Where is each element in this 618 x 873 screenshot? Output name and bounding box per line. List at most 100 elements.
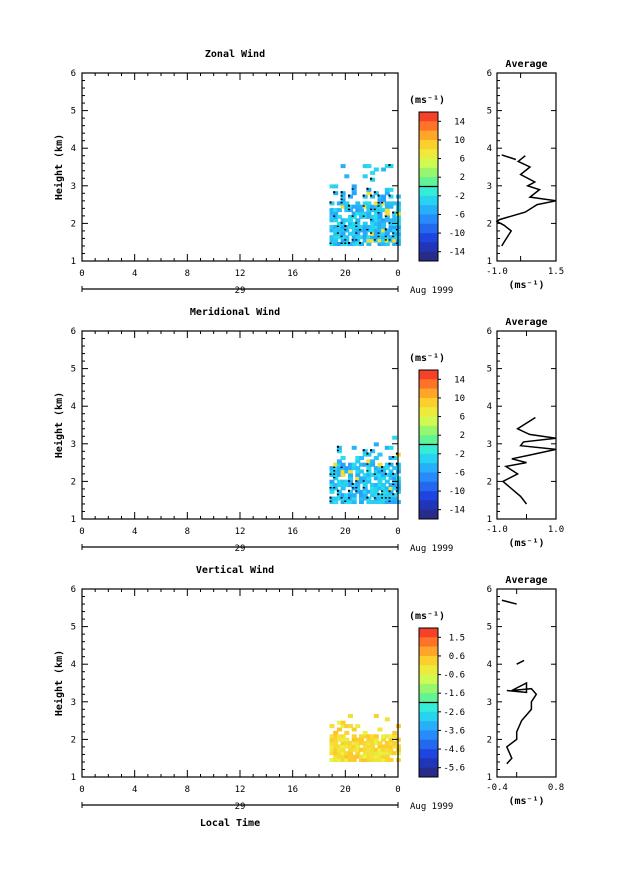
heatmap-cell [348, 218, 353, 223]
colorbar-segment [419, 481, 438, 492]
heatmap-cell [359, 211, 364, 216]
heatmap-cell [359, 476, 364, 481]
average-y-tick-label: 5 [487, 365, 492, 375]
heatmap-cell [366, 191, 372, 196]
heatmap-cell [355, 231, 361, 236]
heatmap-cell [359, 489, 364, 494]
heatmap-cell [359, 737, 364, 742]
heatmap-cell [377, 744, 383, 749]
heatmap-cell [362, 734, 368, 739]
heatmap-cell [333, 744, 339, 749]
colorbar-segment [419, 177, 438, 187]
heatmap-cell [384, 741, 390, 745]
heatmap-cell [340, 493, 346, 498]
y-tick-label: 5 [71, 365, 76, 375]
contour-dot [388, 500, 391, 502]
average-x-tick-label: -1.0 [486, 525, 508, 535]
heatmap-cell [373, 483, 379, 487]
heatmap-cell [366, 225, 372, 229]
date-day-label: 29 [235, 544, 246, 554]
heatmap-cell [329, 724, 335, 729]
average-x-tick-label: 1.5 [548, 267, 564, 277]
y-tick-label: 6 [71, 69, 76, 79]
contour-dot [340, 466, 343, 469]
heatmap-cell [362, 754, 368, 759]
colorbar-segment [419, 509, 438, 520]
heatmap-cell [340, 462, 346, 467]
heatmap-cell [362, 496, 368, 501]
contour-dot [362, 479, 365, 482]
heatmap-cell [373, 496, 379, 501]
contour-dot [392, 472, 395, 475]
heatmap-cell [344, 737, 350, 742]
heatmap-cell [351, 228, 357, 233]
heatmap-cell [377, 211, 383, 216]
heatmap-cell [388, 737, 394, 742]
heatmap-cell [340, 242, 346, 246]
heatmap-cell [348, 208, 353, 213]
x-tick-label: 0 [395, 785, 400, 795]
heatmap-cell [329, 734, 335, 739]
heatmap-cell [388, 221, 394, 226]
heatmap-cell [366, 208, 372, 213]
average-y-tick-label: 4 [487, 144, 492, 154]
heatmap-cell [344, 466, 350, 471]
contour-dot [333, 214, 336, 217]
x-tick-label: 8 [185, 785, 190, 795]
date-label: Aug 1999 [410, 544, 453, 554]
heatmap-cell [351, 747, 357, 752]
heatmap-cell [388, 500, 394, 504]
heatmap-cell [392, 435, 398, 440]
heatmap-cell [329, 758, 335, 762]
colorbar-segment [419, 158, 438, 169]
contour-dot [348, 194, 350, 197]
heatmap-cell [377, 201, 383, 206]
heatmap-cell [384, 747, 390, 752]
heatmap-cell [348, 476, 353, 481]
contour-dot [377, 211, 380, 214]
y-tick-label: 1 [71, 257, 76, 267]
heatmap-cell [333, 741, 339, 745]
heatmap-cell [366, 469, 372, 474]
colorbar-segment [419, 646, 438, 657]
contour-dot [384, 496, 387, 499]
x-tick-label: 8 [185, 269, 190, 279]
average-profile-line [501, 416, 557, 505]
contour-dot [359, 242, 361, 244]
heatmap-cell [362, 214, 368, 219]
contour-dot [340, 201, 343, 204]
heatmap-cells [329, 164, 401, 246]
panel-title: Meridional Wind [190, 306, 280, 318]
heatmap-cell [377, 493, 383, 498]
colorbar-label: 10 [454, 394, 465, 404]
heatmap-cell [392, 242, 398, 246]
heatmap-cell [355, 483, 361, 487]
colorbar-segment [419, 628, 438, 638]
colorbar-segment [419, 205, 438, 215]
heatmap-cell [366, 479, 372, 484]
heatmap-cell [370, 194, 376, 199]
heatmap-cell [355, 459, 361, 464]
x-tick-label: 0 [395, 527, 400, 537]
heatmap-cell [377, 483, 383, 487]
heatmap-cell [370, 486, 376, 491]
heatmap-cell [344, 228, 350, 233]
heatmap-cell [333, 466, 339, 471]
heatmap-cell [336, 489, 342, 494]
heatmap-cell [336, 720, 342, 725]
contour-dot [329, 500, 332, 502]
heatmap-cell [355, 737, 361, 742]
heatmap-cell [336, 734, 342, 739]
heatmap-cell [333, 751, 339, 756]
colorbar-segment [419, 749, 438, 759]
x-tick-label: 12 [235, 269, 246, 279]
heatmap-cell [355, 479, 361, 484]
heatmap-cell [381, 221, 387, 226]
colorbar-segment [419, 139, 438, 150]
heatmap-cell [392, 238, 398, 243]
heatmap-cells [329, 714, 401, 762]
contour-dot [355, 231, 358, 234]
heatmap-cell [355, 201, 361, 206]
heatmap-cell [359, 496, 364, 501]
